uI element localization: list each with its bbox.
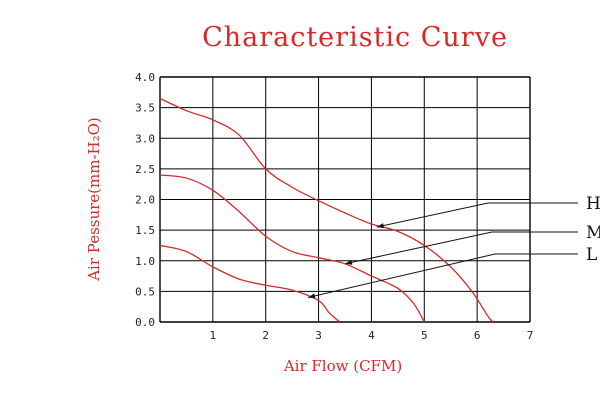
y-tick-label: 4.0 xyxy=(135,71,155,84)
callout-label-m: M xyxy=(586,223,600,243)
y-tick-label: 3.5 xyxy=(135,102,155,115)
x-tick-labels: 1 2 3 4 5 6 7 xyxy=(210,329,534,342)
callout-arrowhead-h xyxy=(376,223,385,229)
y-tick-label: 1.5 xyxy=(135,224,155,237)
callout-leader-m xyxy=(344,231,578,265)
curve-m xyxy=(159,174,425,323)
y-tick-label: 2.0 xyxy=(135,194,155,207)
curve-h xyxy=(159,97,494,323)
y-axis-label: Air Pessure(mm-H₂O) xyxy=(85,117,103,282)
callout-label-h: H xyxy=(586,194,600,214)
y-tick-label: 1.0 xyxy=(135,255,155,268)
grid xyxy=(159,76,531,323)
callout-leader-h xyxy=(376,202,578,228)
x-tick-label: 1 xyxy=(210,329,217,342)
y-tick-label: 2.5 xyxy=(135,163,155,176)
x-tick-label: 5 xyxy=(421,329,428,342)
callout-label-l: L xyxy=(586,245,597,265)
callout-arrowhead-m xyxy=(345,259,353,265)
curve-l xyxy=(159,244,341,323)
y-tick-label: 0.0 xyxy=(135,316,155,329)
x-tick-label: 4 xyxy=(368,329,375,342)
y-tick-label: 3.0 xyxy=(135,132,155,145)
x-tick-label: 7 xyxy=(527,329,534,342)
chart-title: Characteristic Curve xyxy=(202,22,508,53)
x-tick-label: 6 xyxy=(474,329,481,342)
callout-leader-l xyxy=(307,253,578,298)
y-tick-label: 0.5 xyxy=(135,285,155,298)
curves xyxy=(159,97,494,323)
x-tick-label: 3 xyxy=(315,329,322,342)
x-axis-label: Air Flow (CFM) xyxy=(283,357,402,375)
x-tick-label: 2 xyxy=(262,329,269,342)
callouts: HML xyxy=(307,194,600,299)
y-tick-labels: 0.0 0.5 1.0 1.5 2.0 2.5 3.0 3.5 4.0 xyxy=(135,71,155,329)
callout-arrowhead-l xyxy=(308,293,316,299)
